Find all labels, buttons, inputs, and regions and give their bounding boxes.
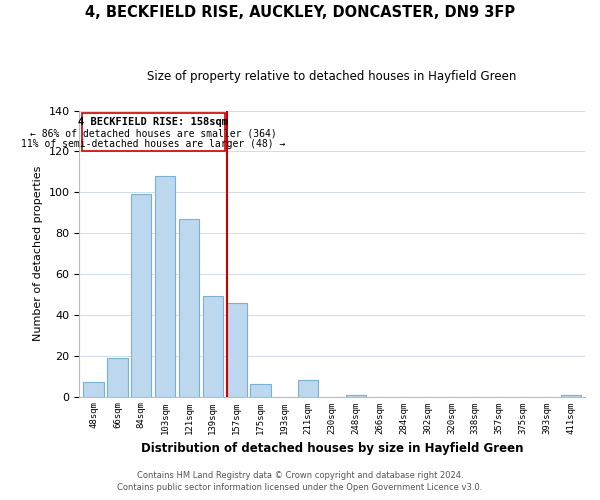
Title: Size of property relative to detached houses in Hayfield Green: Size of property relative to detached ho… — [148, 70, 517, 83]
X-axis label: Distribution of detached houses by size in Hayfield Green: Distribution of detached houses by size … — [141, 442, 523, 455]
Bar — [131, 194, 151, 396]
Text: 4, BECKFIELD RISE, AUCKLEY, DONCASTER, DN9 3FP: 4, BECKFIELD RISE, AUCKLEY, DONCASTER, D… — [85, 5, 515, 20]
Bar — [155, 176, 175, 396]
Bar — [227, 302, 247, 396]
Text: ← 86% of detached houses are smaller (364): ← 86% of detached houses are smaller (36… — [30, 128, 277, 138]
Text: 4 BECKFIELD RISE: 158sqm: 4 BECKFIELD RISE: 158sqm — [78, 117, 228, 127]
Bar — [346, 394, 366, 396]
Bar — [203, 296, 223, 396]
Bar — [83, 382, 104, 396]
Bar — [298, 380, 319, 396]
Text: Contains HM Land Registry data © Crown copyright and database right 2024.
Contai: Contains HM Land Registry data © Crown c… — [118, 471, 482, 492]
Bar — [560, 394, 581, 396]
Text: 11% of semi-detached houses are larger (48) →: 11% of semi-detached houses are larger (… — [21, 140, 286, 149]
Bar — [250, 384, 271, 396]
Bar — [107, 358, 128, 397]
FancyBboxPatch shape — [82, 112, 224, 152]
Y-axis label: Number of detached properties: Number of detached properties — [33, 166, 43, 341]
Bar — [179, 219, 199, 396]
